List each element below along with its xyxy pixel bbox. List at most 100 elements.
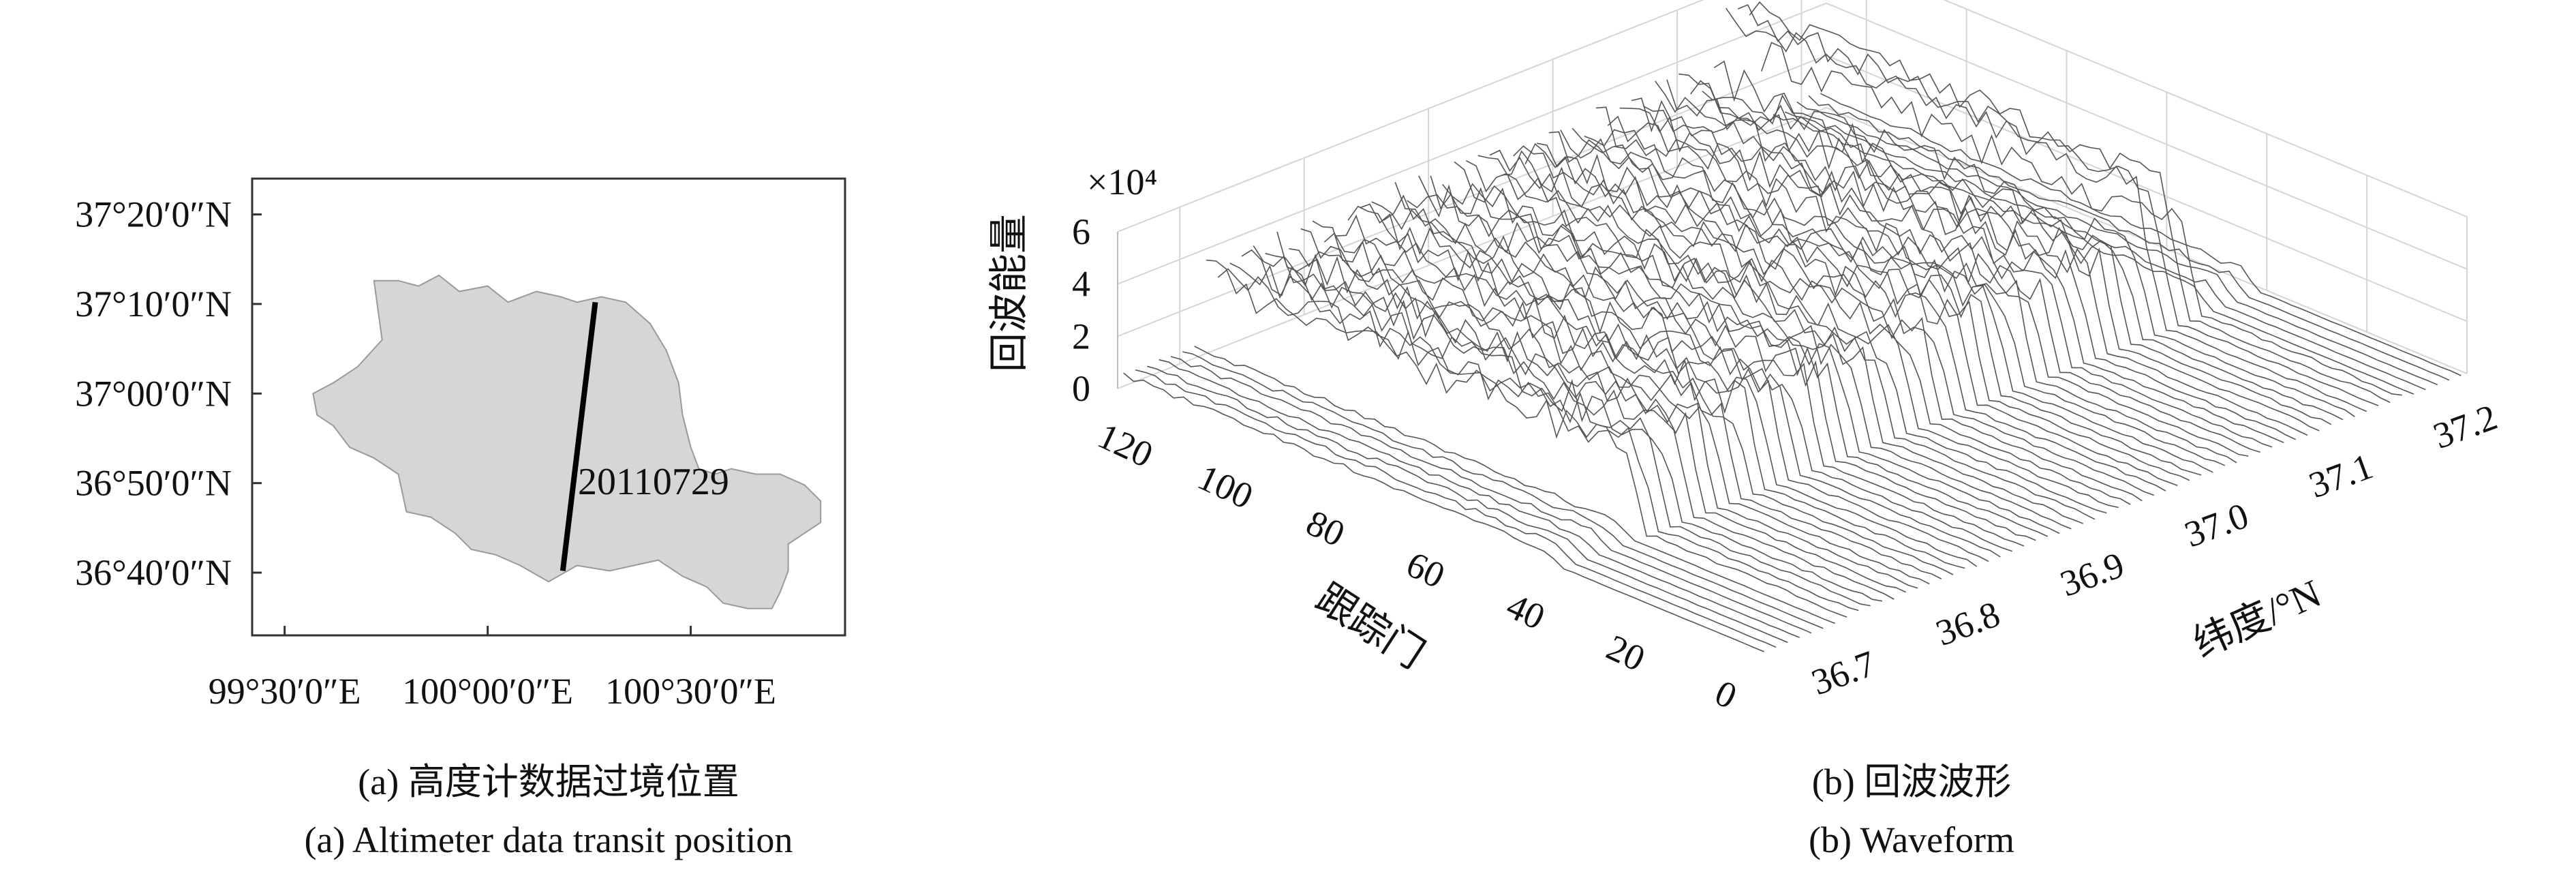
y-tick-label: 37.2 [2428, 396, 2502, 457]
y-tick-label: 37.1 [2303, 445, 2378, 506]
lon-tick-label: 100°00′0″E [402, 671, 573, 712]
grid-line [1117, 106, 2468, 389]
waveform-line [1394, 182, 2036, 541]
panel-a-caption-cn: (a) 高度计数据过境位置 [358, 761, 739, 802]
waveform-line [1182, 351, 1824, 629]
x-tick-label: 80 [1300, 502, 1351, 554]
exponent-label: ×10⁴ [1087, 162, 1157, 202]
waveform-line [1726, 7, 2367, 412]
waveform-line [1666, 79, 2308, 436]
waveform-line [1206, 259, 1847, 618]
waveform-line [1300, 228, 1942, 579]
waveform-line [1737, 4, 2379, 406]
lat-tick-label: 36°40′0″N [75, 552, 232, 593]
waveform-line [1383, 194, 2025, 547]
waveform-line [1678, 73, 2320, 432]
y-tick-label: 37.0 [2179, 495, 2254, 556]
waveform-line [1241, 249, 1883, 602]
waveform-line [1418, 175, 2060, 534]
lake-outline [312, 274, 822, 609]
waveform-line [1607, 115, 2249, 457]
x-tick-label: 60 [1400, 543, 1451, 596]
grid-3d [1117, 0, 2468, 389]
panel-a-map: 20110729 37°20′0″N 37°10′0″N 37°00′0″N 36°5… [75, 177, 846, 860]
waveform-line [1147, 365, 1788, 644]
waveform-line [1489, 149, 2131, 505]
waveform-line [1773, 114, 2414, 395]
x-tick-label: 100 [1192, 457, 1259, 517]
altimeter-track [559, 301, 598, 571]
track-label: 20110729 [578, 461, 729, 503]
panel-b-caption-cn: (b) 回波波形 [1812, 761, 2011, 802]
latitude-axis: 37°20′0″N 37°10′0″N 37°00′0″N 36°50′0″N 36°4… [75, 194, 262, 593]
z-tick-label: 6 [1072, 211, 1090, 252]
waveform-lines [1123, 1, 2462, 652]
y-tick-label: 36.9 [2055, 544, 2129, 605]
waveform-line [1784, 111, 2426, 391]
x-tick-label: 120 [1092, 415, 1159, 476]
lat-tick-label: 37°20′0″N [75, 194, 232, 235]
panel-b-waveform: 0 2 4 6 120 100 80 60 40 20 0 36.7 36.8 36.9 37.0 37.1 3… [987, 0, 2502, 860]
waveform-line [1217, 268, 1859, 611]
waveform-line [1312, 220, 1954, 575]
waveform-line [1123, 372, 1765, 652]
lat-tick-label: 37°00′0″N [75, 373, 232, 414]
waveform-line [1371, 201, 2012, 552]
waveform-line [1347, 205, 1989, 562]
waveform-line [1595, 106, 2237, 464]
waveform-line [1560, 130, 2202, 476]
x-tick-label: 40 [1501, 585, 1551, 637]
waveform-line [1442, 183, 2083, 524]
waveform-line [1323, 232, 1965, 569]
xaxis-label: 跟踪门 [1308, 575, 1432, 677]
panel-b-caption-en: (b) Waveform [1809, 819, 2014, 860]
waveform-line [1631, 97, 2273, 448]
waveform-line [1170, 356, 1812, 634]
waveform-line [1713, 60, 2355, 417]
waveform-line [1749, 1, 2391, 404]
waveform-line [1642, 105, 2284, 444]
waveform-line [1194, 346, 1835, 624]
waveform-line [1808, 95, 2450, 381]
axes-3d: 0 2 4 6 120 100 80 60 40 20 0 36.7 36.8 36.9 37.0 37.1 3… [1072, 211, 2502, 717]
lon-tick-label: 99°30′0″E [209, 671, 361, 712]
waveform-line [1537, 142, 2178, 487]
waveform-line [1253, 245, 1895, 600]
lon-tick-label: 100°30′0″E [605, 671, 776, 712]
x-tick-label: 0 [1709, 672, 1743, 717]
waveform-line [1477, 155, 2119, 509]
y-tick-label: 36.7 [1806, 643, 1880, 704]
lat-tick-label: 37°10′0″N [75, 284, 232, 324]
waveform-line [1407, 194, 2049, 537]
waveform-line [1135, 369, 1777, 648]
waveform-line [1159, 359, 1800, 638]
lat-tick-label: 36°50′0″N [75, 463, 232, 504]
waveform-line [1820, 93, 2462, 376]
waveform-line [1289, 248, 1930, 585]
waveform-line [1276, 231, 1918, 589]
waveform-line [1524, 142, 2166, 492]
zaxis-label: 回波能量 [987, 214, 1031, 372]
yaxis-label: 纬度/°N [2187, 571, 2328, 666]
z-tick-label: 2 [1072, 316, 1090, 357]
waveform-line [1229, 262, 1871, 607]
panel-a-caption-en: (a) Altimeter data transit position [305, 819, 793, 860]
waveform-line [1360, 203, 2001, 558]
waveform-line [1265, 252, 1907, 593]
grid-line [1117, 2, 2468, 285]
waveform-line [1513, 145, 2154, 496]
waveform-line [1548, 131, 2190, 481]
waveform-line [1760, 42, 2402, 396]
waveform-line [1584, 129, 2226, 466]
waveform-line [1465, 160, 2107, 514]
longitude-axis: 99°30′0″E 100°00′0″E 100°30′0″E [209, 626, 776, 712]
waveform-line [1501, 150, 2143, 502]
waveform-line [1796, 101, 2438, 386]
grid-line [1117, 0, 2468, 232]
grid-line [1117, 55, 2468, 337]
waveform-line [1571, 127, 2213, 473]
waveform-line [1702, 91, 2344, 421]
waveform-line [1619, 107, 2260, 453]
waveform-line [1690, 80, 2332, 425]
